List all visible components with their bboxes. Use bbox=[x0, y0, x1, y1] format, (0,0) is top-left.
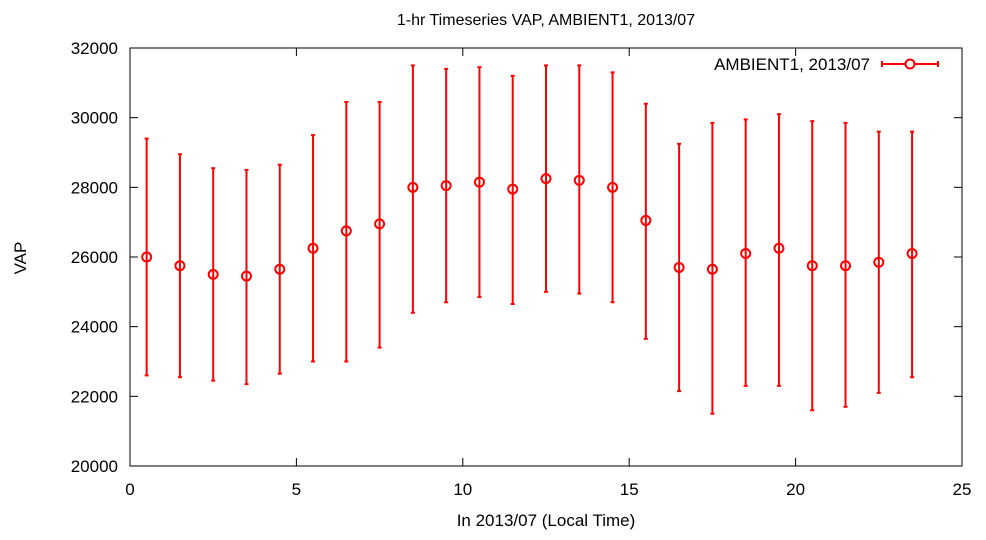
x-tick-label: 10 bbox=[453, 480, 472, 499]
y-tick-label: 32000 bbox=[71, 39, 118, 58]
data-marker bbox=[307, 242, 319, 254]
data-point bbox=[906, 130, 918, 379]
data-point bbox=[174, 153, 186, 379]
x-tick-label: 25 bbox=[953, 480, 972, 499]
data-point bbox=[840, 121, 852, 408]
data-point bbox=[473, 66, 485, 299]
data-marker bbox=[207, 268, 219, 280]
data-marker bbox=[673, 261, 685, 273]
data-point bbox=[607, 71, 619, 304]
x-tick-label: 15 bbox=[620, 480, 639, 499]
data-point bbox=[573, 64, 585, 295]
data-point bbox=[207, 167, 219, 382]
data-marker bbox=[706, 263, 718, 275]
data-point bbox=[673, 142, 685, 393]
data-point bbox=[873, 130, 885, 394]
data-marker bbox=[340, 225, 352, 237]
data-marker bbox=[507, 183, 519, 195]
data-marker bbox=[374, 218, 386, 230]
y-tick-label: 28000 bbox=[71, 178, 118, 197]
y-tick-label: 30000 bbox=[71, 109, 118, 128]
chart-title: 1-hr Timeseries VAP, AMBIENT1, 2013/07 bbox=[397, 12, 695, 29]
legend-marker bbox=[904, 58, 916, 70]
data-point bbox=[307, 134, 319, 363]
data-marker bbox=[906, 248, 918, 260]
data-point bbox=[507, 74, 519, 306]
data-point bbox=[340, 100, 352, 363]
data-marker bbox=[873, 256, 885, 268]
y-tick-label: 26000 bbox=[71, 248, 118, 267]
data-marker bbox=[540, 173, 552, 185]
y-axis-label: VAP bbox=[11, 242, 30, 275]
data-point bbox=[540, 64, 552, 293]
data-marker bbox=[141, 251, 153, 263]
y-tick-label: 24000 bbox=[71, 318, 118, 337]
data-marker bbox=[806, 260, 818, 272]
x-tick-label: 5 bbox=[292, 480, 301, 499]
legend: AMBIENT1, 2013/07 bbox=[714, 55, 939, 74]
data-point bbox=[141, 137, 153, 377]
data-marker bbox=[640, 214, 652, 226]
data-marker bbox=[740, 248, 752, 260]
data-point bbox=[740, 118, 752, 387]
data-point bbox=[640, 102, 652, 340]
data-marker bbox=[773, 242, 785, 254]
x-axis-label: In 2013/07 (Local Time) bbox=[457, 511, 636, 530]
data-marker bbox=[240, 270, 252, 282]
data-point bbox=[706, 121, 718, 415]
data-marker bbox=[840, 260, 852, 272]
data-marker bbox=[473, 176, 485, 188]
y-tick-label: 22000 bbox=[71, 387, 118, 406]
data-point bbox=[773, 113, 785, 387]
data-point bbox=[240, 168, 252, 386]
data-marker bbox=[274, 263, 286, 275]
data-point bbox=[440, 67, 452, 304]
data-point bbox=[274, 163, 286, 375]
data-point bbox=[407, 64, 419, 314]
legend-label: AMBIENT1, 2013/07 bbox=[714, 55, 870, 74]
x-tick-label: 0 bbox=[125, 480, 134, 499]
data-marker bbox=[174, 260, 186, 272]
data-point bbox=[374, 100, 386, 349]
series-layer bbox=[141, 64, 918, 415]
data-marker bbox=[607, 181, 619, 193]
axis-ticks: 20000 22000 24000 26000 28000 30000 32000 0 5 10 1… bbox=[71, 39, 972, 499]
data-marker bbox=[407, 181, 419, 193]
data-point bbox=[806, 120, 818, 412]
y-tick-label: 20000 bbox=[71, 457, 118, 476]
data-marker bbox=[573, 174, 585, 186]
x-tick-label: 20 bbox=[786, 480, 805, 499]
data-marker bbox=[440, 180, 452, 192]
